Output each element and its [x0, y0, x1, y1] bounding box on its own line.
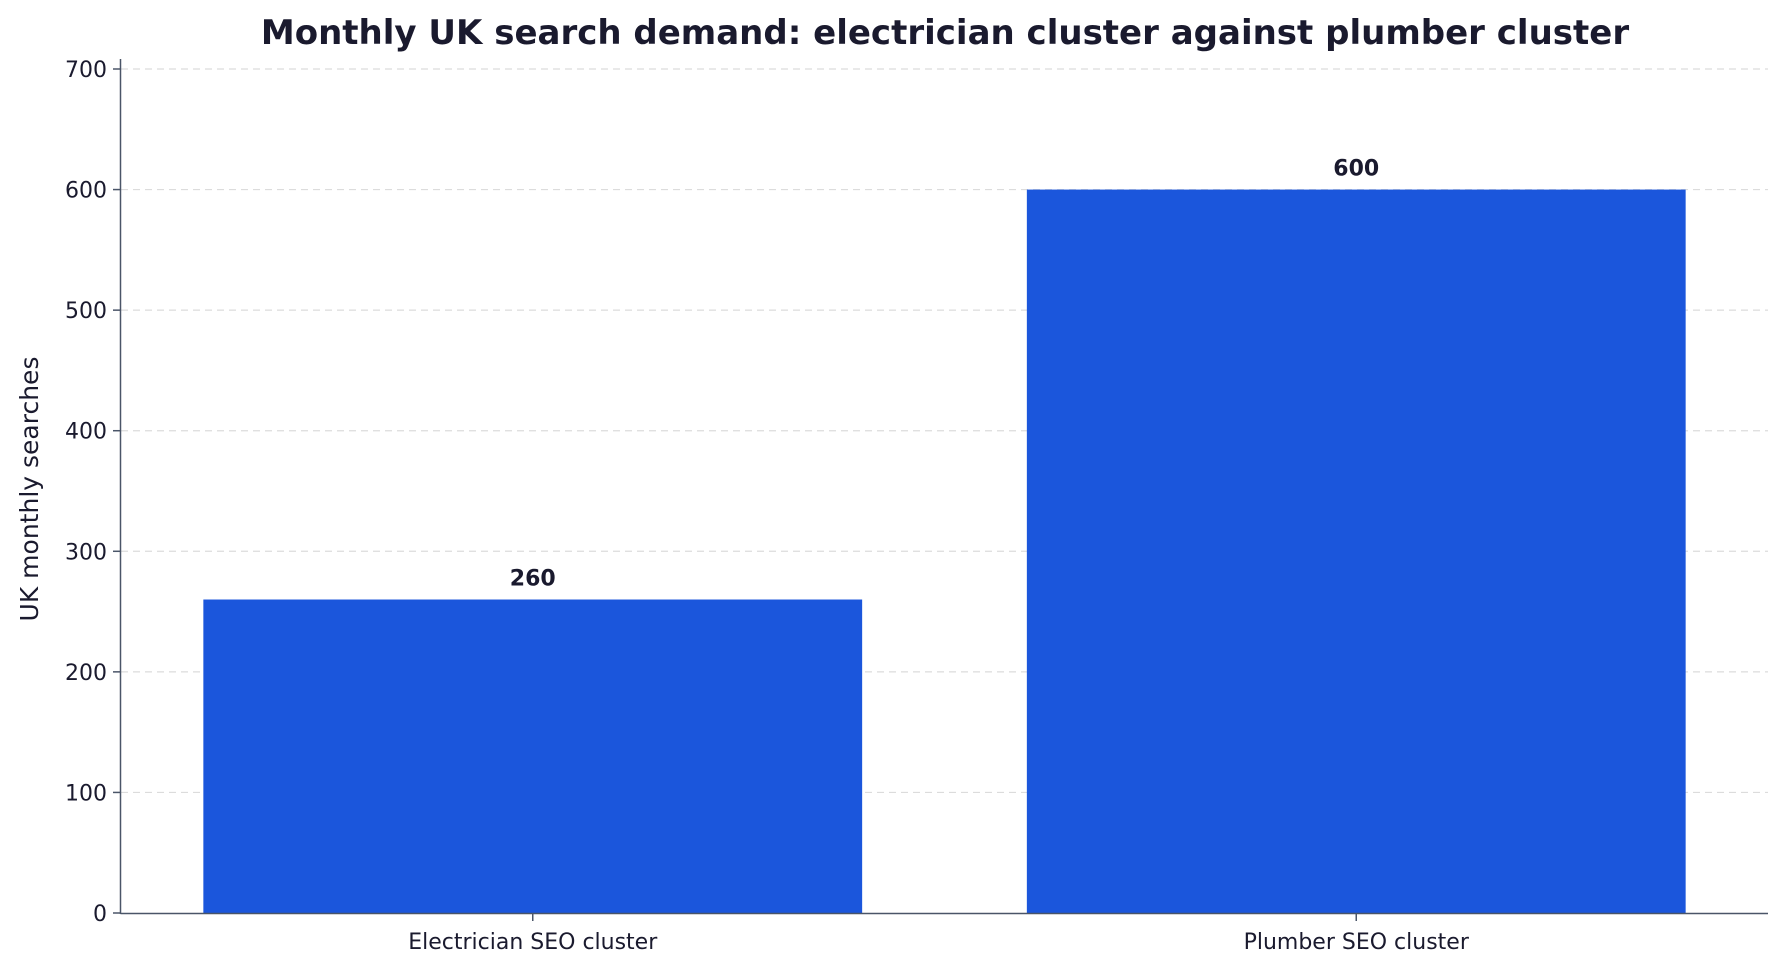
bars [203, 189, 1686, 914]
y-tick-label-200: 200 [65, 661, 107, 686]
axes [119, 59, 1768, 915]
y-tick-label-300: 300 [65, 540, 107, 565]
bar-plumber-seo-cluster [1026, 189, 1686, 914]
y-ticks: 0 100 200 300 400 500 600 700 [65, 58, 121, 927]
y-tick-label-0: 0 [93, 902, 107, 927]
x-tick-label-plumber-seo-cluster: Plumber SEO cluster [1244, 930, 1470, 955]
data-label-plumber-seo-cluster: 600 [1333, 157, 1379, 182]
y-tick-label-700: 700 [65, 58, 107, 83]
y-tick-label-100: 100 [65, 781, 107, 806]
y-tick-label-500: 500 [65, 299, 107, 324]
data-labels: 260 600 [510, 157, 1379, 592]
x-ticks: Electrician SEO cluster Plumber SEO clust… [408, 913, 1470, 955]
y-tick-label-400: 400 [65, 420, 107, 445]
chart-title: Monthly UK search demand: electrician cl… [261, 13, 1629, 53]
x-tick-label-electrician-seo-cluster: Electrician SEO cluster [408, 930, 658, 955]
y-axis-label: UK monthly searches [15, 357, 44, 622]
y-tick-label-600: 600 [65, 179, 107, 204]
bar-electrician-seo-cluster [203, 599, 863, 913]
data-label-electrician-seo-cluster: 260 [510, 567, 556, 592]
